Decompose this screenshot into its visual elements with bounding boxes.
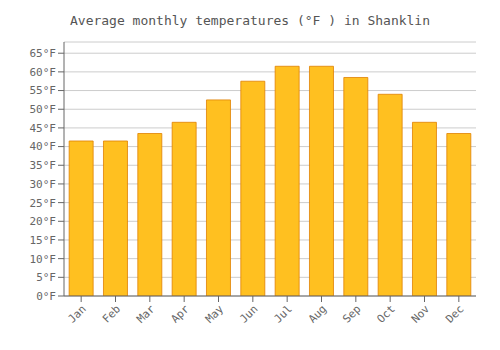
html-text:Average monthly temperatures (: Average monthly temperatures (°F ) in Sh… (70, 13, 430, 28)
svg-text:Jan: Jan (66, 302, 89, 325)
svg-text:40°F: 40°F (30, 140, 57, 153)
svg-text:10°F: 10°F (30, 253, 57, 266)
svg-text:Mar: Mar (134, 302, 158, 326)
svg-text:Feb: Feb (100, 302, 123, 325)
svg-text:May: May (203, 302, 227, 326)
svg-text:65°F: 65°F (30, 47, 57, 60)
svg-text:15°F: 15°F (30, 234, 57, 247)
svg-text:25°F: 25°F (30, 197, 57, 210)
svg-text:35°F: 35°F (30, 159, 57, 172)
svg-text:Dec: Dec (443, 302, 466, 325)
svg-text:Jun: Jun (237, 302, 260, 325)
svg-text:Sep: Sep (340, 302, 363, 325)
svg-text:55°F: 55°F (30, 84, 57, 97)
svg-text:50°F: 50°F (30, 103, 57, 116)
svg-text:60°F: 60°F (30, 66, 57, 79)
svg-text:5°F: 5°F (36, 271, 56, 284)
svg-text:30°F: 30°F (30, 178, 57, 191)
svg-text:Jul: Jul (272, 302, 295, 325)
svg-text:Nov: Nov (409, 302, 433, 326)
svg-text:20°F: 20°F (30, 215, 57, 228)
svg-text:0°F: 0°F (36, 290, 56, 303)
svg-text:Aug: Aug (306, 302, 329, 325)
svg-text:Oct: Oct (375, 302, 398, 325)
svg-text:45°F: 45°F (30, 122, 57, 135)
svg-text:Apr: Apr (169, 302, 193, 326)
